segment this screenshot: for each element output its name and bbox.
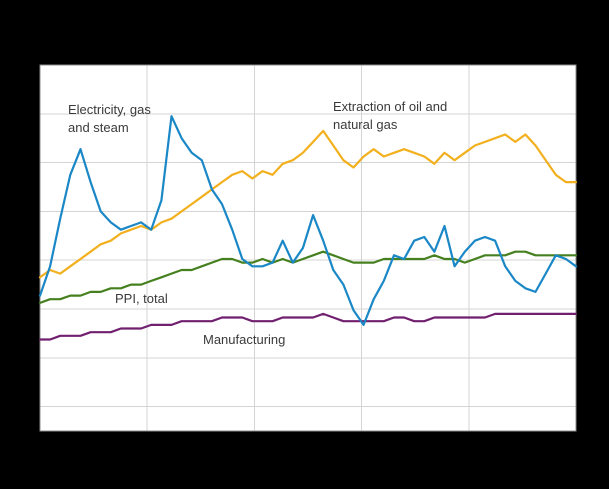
- series-line-manufacturing: [38, 312, 578, 341]
- series-line-extraction-oil-gas: [38, 129, 578, 279]
- series-line-ppi-total: [38, 250, 578, 304]
- series-line-electricity-gas-steam: [38, 115, 578, 326]
- gridlines: [40, 65, 576, 431]
- plot-area: [40, 65, 576, 431]
- plot-border: [39, 64, 577, 432]
